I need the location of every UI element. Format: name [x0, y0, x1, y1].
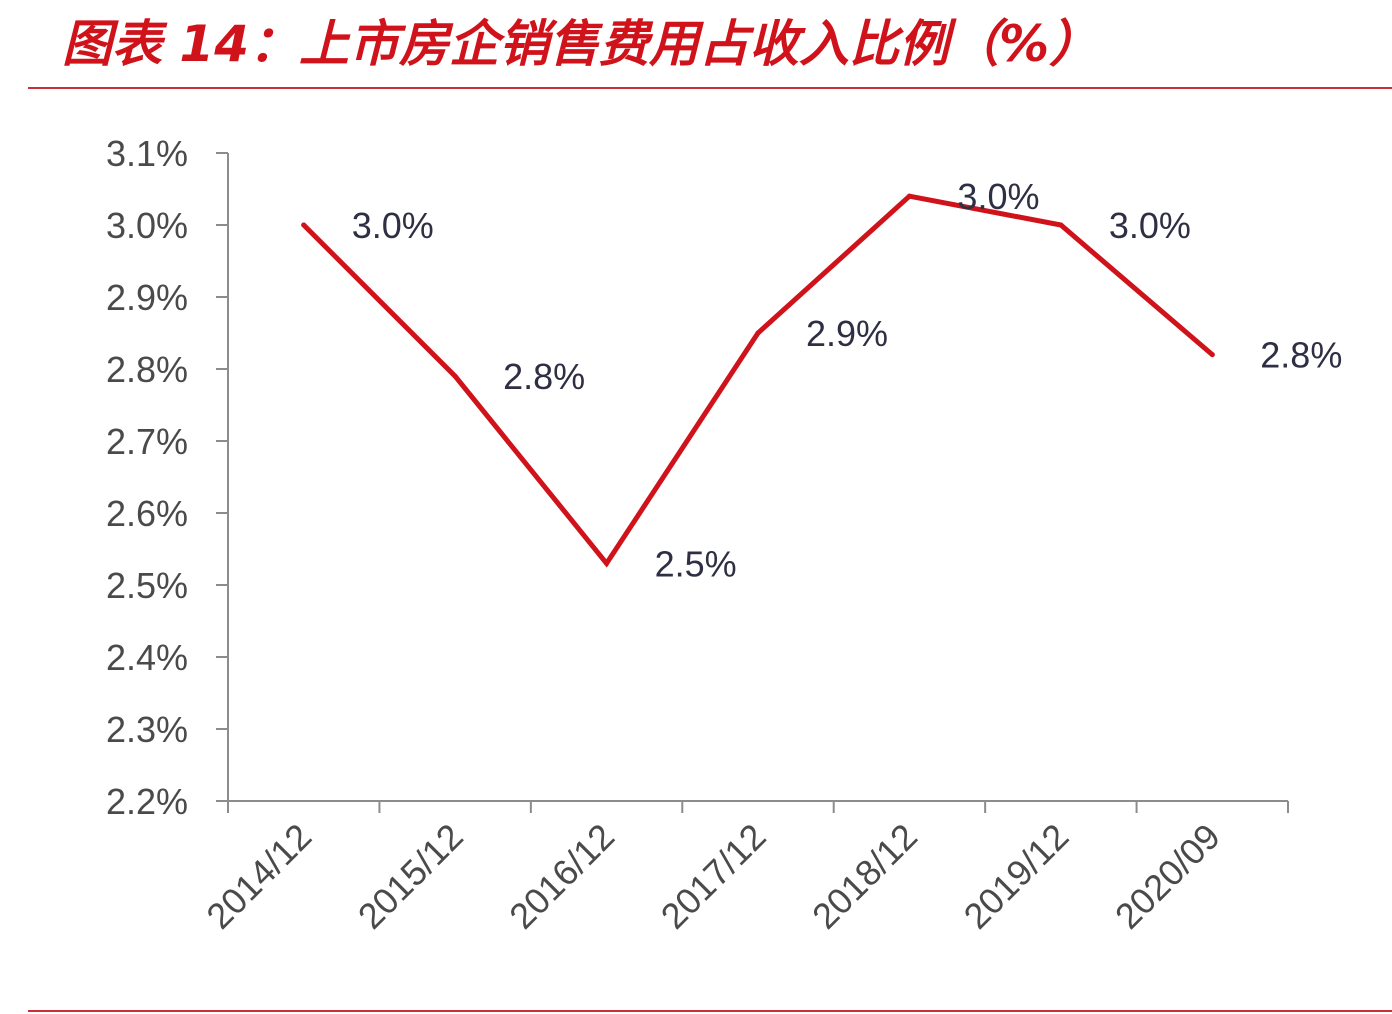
data-label: 2.9% [806, 313, 888, 354]
x-tick-label: 2014/12 [198, 816, 319, 937]
y-tick-label: 3.0% [106, 205, 188, 246]
data-label: 3.0% [352, 205, 434, 246]
y-tick-label: 2.8% [106, 349, 188, 390]
data-point [906, 193, 912, 199]
y-tick-label: 2.6% [106, 493, 188, 534]
y-tick-label: 3.1% [106, 133, 188, 174]
y-tick-label: 2.4% [106, 637, 188, 678]
data-label: 3.0% [957, 176, 1039, 217]
x-tick-label: 2019/12 [955, 816, 1076, 937]
data-label: 2.8% [503, 356, 585, 397]
x-tick-label: 2018/12 [804, 816, 925, 937]
y-tick-label: 2.7% [106, 421, 188, 462]
x-tick-label: 2015/12 [350, 816, 471, 937]
data-label: 3.0% [1109, 205, 1191, 246]
y-tick-label: 2.5% [106, 565, 188, 606]
data-label: 2.5% [655, 543, 737, 584]
data-point [755, 330, 761, 336]
data-point [301, 222, 307, 228]
bottom-divider [28, 1010, 1392, 1012]
chart-title: 图表 14：上市房企销售费用占收入比例（%） [62, 15, 1100, 73]
y-tick-label: 2.2% [106, 781, 188, 822]
x-tick-label: 2017/12 [653, 816, 774, 937]
y-tick-label: 2.9% [106, 277, 188, 318]
x-tick-label: 2020/09 [1107, 816, 1228, 937]
x-tick-label: 2016/12 [501, 816, 622, 937]
data-point [1209, 352, 1215, 358]
data-point [452, 373, 458, 379]
series-line [301, 193, 1215, 568]
y-tick-label: 2.3% [106, 709, 188, 750]
title-divider [28, 87, 1392, 89]
data-label: 2.8% [1260, 335, 1342, 376]
data-point [1058, 222, 1064, 228]
data-point [604, 560, 610, 566]
